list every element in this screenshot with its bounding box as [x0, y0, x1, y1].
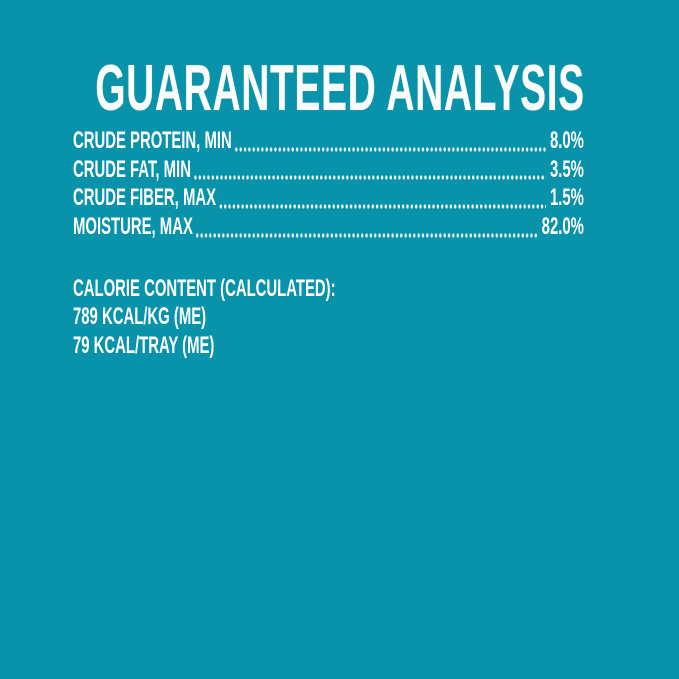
- calorie-line-kcal-kg: 789 KCAL/KG (ME): [73, 303, 207, 331]
- calorie-line-kcal-tray: 79 KCAL/TRAY (ME): [73, 331, 215, 359]
- row-label: CRUDE PROTEIN, MIN: [73, 127, 232, 154]
- analysis-row-crude-fat: CRUDE FAT, MIN 3.5%: [73, 156, 584, 185]
- row-value: 82.0%: [541, 213, 584, 241]
- panel-title-text: GUARANTEED ANALYSIS: [94, 51, 585, 124]
- row-value: 8.0%: [549, 127, 584, 154]
- analysis-row-crude-fiber: CRUDE FIBER, MAX 1.5%: [73, 184, 584, 213]
- row-label: CRUDE FIBER, MAX: [73, 184, 217, 212]
- dot-leader: [193, 175, 547, 181]
- row-label: CRUDE FAT, MIN: [73, 155, 191, 183]
- calorie-content-block: CALORIE CONTENT (CALCULATED): 789 KCAL/K…: [73, 275, 336, 360]
- row-value: 3.5%: [549, 155, 584, 183]
- dot-leader: [195, 232, 538, 238]
- dot-leader: [234, 146, 547, 152]
- row-value: 1.5%: [549, 184, 584, 212]
- dot-leader: [218, 204, 547, 210]
- analysis-row-crude-protein: CRUDE PROTEIN, MIN 8.0%: [73, 127, 584, 156]
- analysis-row-moisture: MOISTURE, MAX 82.0%: [73, 213, 584, 242]
- row-label: MOISTURE, MAX: [73, 213, 193, 241]
- analysis-table: CRUDE PROTEIN, MIN 8.0% CRUDE FAT, MIN 3…: [73, 127, 584, 242]
- calorie-heading: CALORIE CONTENT (CALCULATED):: [73, 275, 336, 302]
- panel-title: GUARANTEED ANALYSIS: [95, 55, 585, 120]
